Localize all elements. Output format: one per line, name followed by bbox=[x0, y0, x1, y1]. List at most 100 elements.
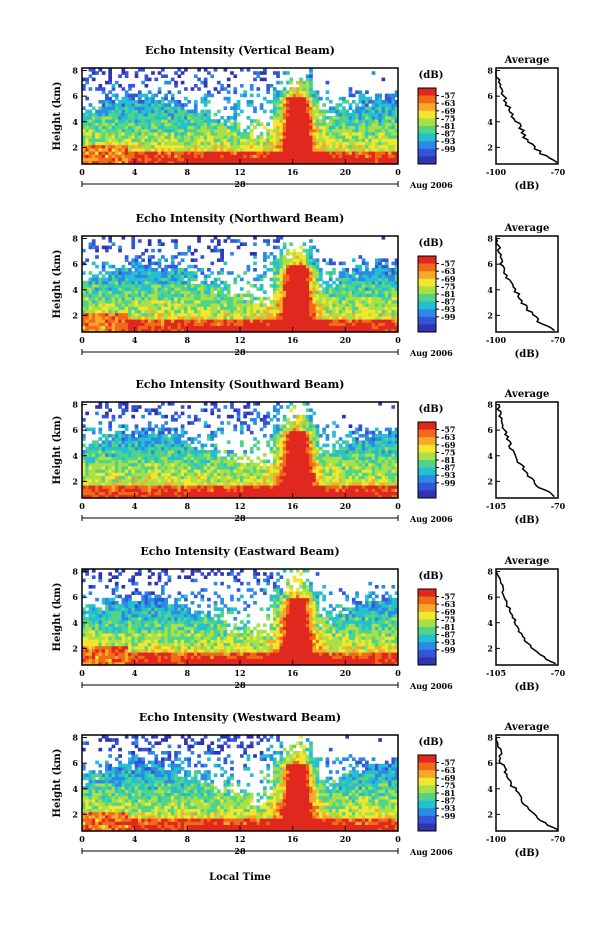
heatmap-cell bbox=[342, 280, 346, 285]
average-frame bbox=[495, 235, 559, 333]
heatmap-cell bbox=[276, 71, 280, 75]
heatmap-cell bbox=[365, 290, 369, 294]
heatmap-cell bbox=[315, 157, 320, 162]
heatmap-cell bbox=[167, 122, 172, 126]
heatmap-cell bbox=[147, 148, 152, 152]
heatmap-cell bbox=[180, 80, 185, 85]
heatmap-cell bbox=[134, 440, 139, 444]
heatmap-cell bbox=[289, 160, 294, 165]
heatmap-cell bbox=[157, 475, 162, 480]
heatmap-cell bbox=[147, 424, 152, 428]
heatmap-cell bbox=[328, 319, 333, 323]
heatmap-cell bbox=[197, 112, 201, 117]
heatmap-cell bbox=[358, 290, 363, 294]
colorbar-swatch bbox=[418, 118, 436, 127]
heatmap-cell bbox=[200, 116, 205, 120]
heatmap-cell bbox=[85, 491, 89, 496]
heatmap-cell bbox=[240, 84, 244, 88]
heatmap-cell bbox=[276, 151, 280, 155]
colorbar-swatch bbox=[418, 324, 436, 333]
heatmap-cell bbox=[118, 325, 122, 330]
heatmap-cell bbox=[137, 322, 142, 326]
heatmap-cell bbox=[388, 132, 392, 136]
heatmap-cell bbox=[174, 316, 178, 320]
heatmap-cell bbox=[286, 112, 290, 117]
heatmap-cell bbox=[164, 434, 168, 438]
heatmap-cell bbox=[167, 144, 172, 149]
heatmap-cell bbox=[240, 300, 244, 304]
heatmap-cell bbox=[167, 316, 172, 320]
heatmap-cell bbox=[105, 411, 109, 416]
heatmap-cell bbox=[147, 271, 152, 275]
heatmap-cell bbox=[137, 306, 142, 310]
heatmap-cell bbox=[88, 125, 93, 130]
heatmap-cell bbox=[95, 469, 99, 473]
heatmap-cell bbox=[279, 135, 284, 139]
heatmap-cell bbox=[170, 261, 175, 266]
heatmap-cell bbox=[137, 309, 142, 314]
colorbar-label: -57 bbox=[441, 91, 455, 101]
heatmap-cell bbox=[216, 328, 221, 333]
heatmap-cell bbox=[134, 453, 139, 457]
heatmap-cell bbox=[111, 462, 116, 467]
heatmap-cell bbox=[197, 325, 201, 330]
heatmap-cell bbox=[249, 312, 254, 317]
heatmap-cell bbox=[137, 469, 142, 473]
heatmap-cell bbox=[259, 103, 264, 107]
heatmap-cell bbox=[276, 157, 280, 162]
heatmap-cell bbox=[111, 287, 116, 291]
heatmap-cell bbox=[309, 296, 313, 301]
heatmap-cell bbox=[128, 116, 132, 120]
heatmap-cell bbox=[167, 296, 172, 301]
heatmap-cell bbox=[164, 280, 168, 285]
heatmap-cell bbox=[388, 160, 392, 165]
heatmap-cell bbox=[249, 328, 254, 333]
heatmap-cell bbox=[111, 306, 116, 310]
heatmap-cell bbox=[144, 446, 149, 451]
heatmap-cell bbox=[180, 106, 185, 110]
heatmap-cell bbox=[124, 434, 129, 438]
heatmap-cell bbox=[164, 446, 168, 451]
heatmap-cell bbox=[282, 125, 287, 130]
heatmap-cell bbox=[384, 109, 389, 114]
heatmap-cell bbox=[391, 284, 396, 288]
heatmap-cell bbox=[193, 296, 198, 301]
heatmap-cell bbox=[85, 296, 89, 301]
heatmap-cell bbox=[210, 125, 215, 130]
heatmap-cell bbox=[345, 319, 350, 323]
heatmap-cell bbox=[378, 261, 382, 266]
heatmap-cell bbox=[210, 135, 215, 139]
heatmap-cell bbox=[266, 122, 271, 126]
heatmap-cell bbox=[240, 316, 244, 320]
heatmap-cell bbox=[269, 138, 274, 142]
heatmap-cell bbox=[134, 488, 139, 492]
heatmap-cell bbox=[98, 494, 103, 499]
heatmap-cell bbox=[233, 144, 238, 149]
colorbar-label: -75 bbox=[441, 281, 455, 291]
heatmap-cell bbox=[361, 296, 366, 301]
heatmap-cell bbox=[91, 148, 96, 152]
heatmap-cell bbox=[105, 109, 109, 114]
heatmap-cell bbox=[226, 157, 231, 162]
heatmap-cell bbox=[88, 87, 93, 91]
heatmap-cell bbox=[85, 135, 89, 139]
heatmap-cell bbox=[236, 151, 241, 155]
heatmap-cell bbox=[85, 157, 89, 162]
heatmap-cell bbox=[147, 144, 152, 149]
heatmap-cell bbox=[220, 322, 224, 326]
heatmap-cell bbox=[121, 274, 126, 278]
heatmap-cell bbox=[131, 261, 136, 266]
heatmap-cell bbox=[368, 106, 373, 110]
heatmap-cell bbox=[193, 312, 198, 317]
heatmap-cell bbox=[118, 128, 122, 133]
heatmap-cell bbox=[388, 106, 392, 110]
heatmap-cell bbox=[361, 290, 366, 294]
heatmap-cell bbox=[151, 437, 155, 441]
heatmap-cell bbox=[144, 151, 149, 155]
heatmap-cell bbox=[240, 138, 244, 142]
heatmap-cell bbox=[355, 322, 359, 326]
heatmap-cell bbox=[108, 119, 113, 123]
heatmap-cell bbox=[187, 132, 192, 136]
heatmap-cell bbox=[82, 459, 86, 464]
heatmap-cell bbox=[154, 119, 159, 123]
